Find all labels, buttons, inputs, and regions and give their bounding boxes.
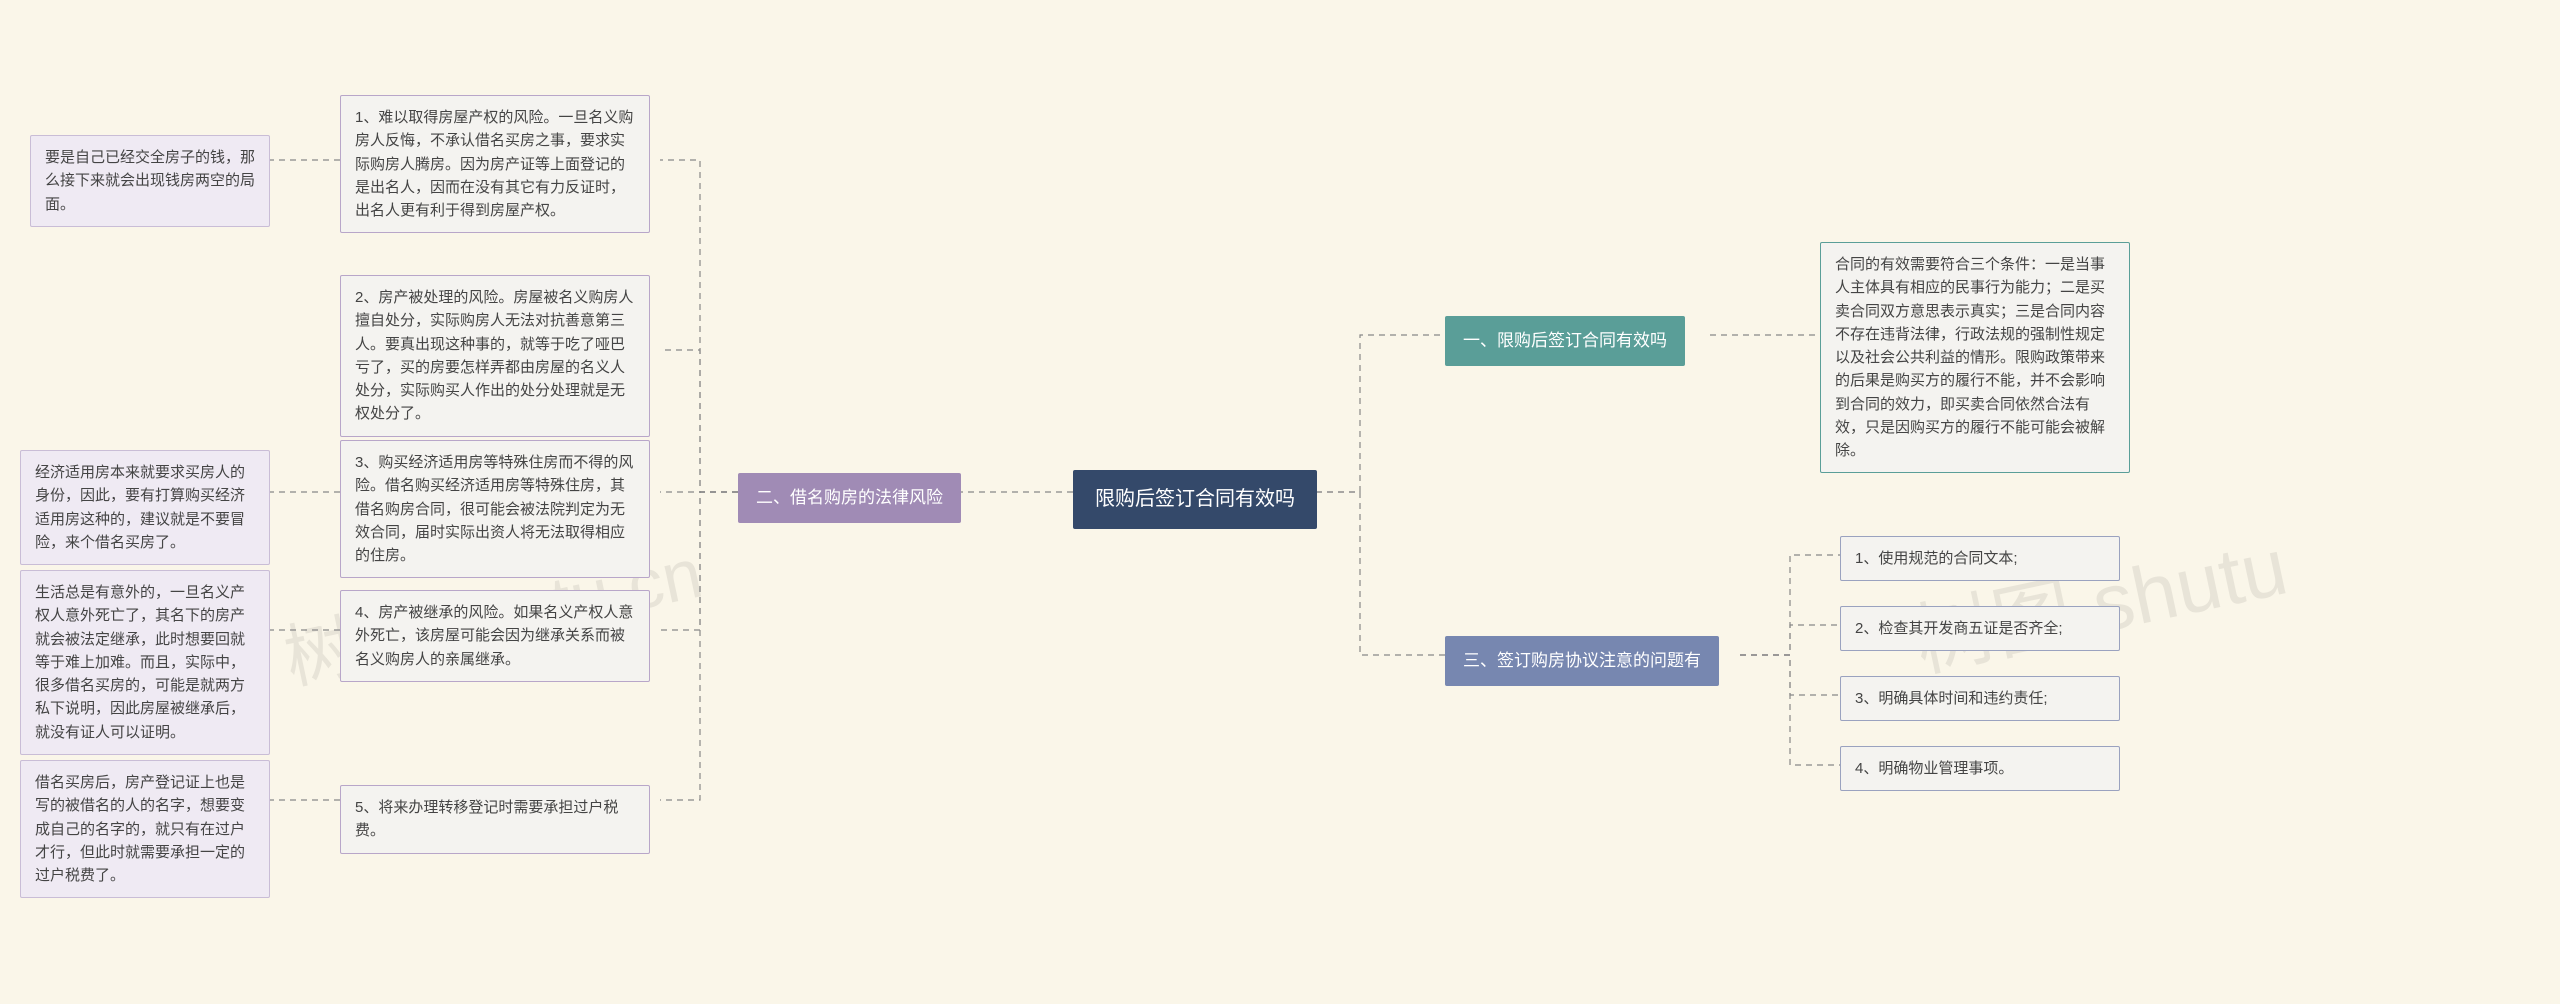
risk-4-sub: 生活总是有意外的，一旦名义产权人意外死亡了，其名下的房产就会被法定继承，此时想要… — [20, 570, 270, 755]
risk-5-sub: 借名买房后，房产登记证上也是写的被借名的人的名字，想要变成自己的名字的，就只有在… — [20, 760, 270, 898]
branch-3-item-1: 2、检查其开发商五证是否齐全; — [1840, 606, 2120, 651]
branch-3-item-3: 4、明确物业管理事项。 — [1840, 746, 2120, 791]
watermark-2: 树图 shutu — [1902, 502, 2296, 694]
branch-1-leaf: 合同的有效需要符合三个条件：一是当事人主体具有相应的民事行为能力；二是买卖合同双… — [1820, 242, 2130, 473]
root-node: 限购后签订合同有效吗 — [1073, 470, 1317, 529]
branch-3-item-2: 3、明确具体时间和违约责任; — [1840, 676, 2120, 721]
risk-2-main: 2、房产被处理的风险。房屋被名义购房人擅自处分，实际购房人无法对抗善意第三人。要… — [340, 275, 650, 437]
branch-3: 三、签订购房协议注意的问题有 — [1445, 636, 1719, 686]
branch-3-item-0: 1、使用规范的合同文本; — [1840, 536, 2120, 581]
risk-3-sub: 经济适用房本来就要求买房人的身份，因此，要有打算购买经济适用房这种的，建议就是不… — [20, 450, 270, 565]
risk-1-main: 1、难以取得房屋产权的风险。一旦名义购房人反悔，不承认借名买房之事，要求实际购房… — [340, 95, 650, 233]
risk-5-main: 5、将来办理转移登记时需要承担过户税费。 — [340, 785, 650, 854]
risk-1-sub: 要是自己已经交全房子的钱，那么接下来就会出现钱房两空的局面。 — [30, 135, 270, 227]
branch-1: 一、限购后签订合同有效吗 — [1445, 316, 1685, 366]
branch-2: 二、借名购房的法律风险 — [738, 473, 961, 523]
risk-4-main: 4、房产被继承的风险。如果名义产权人意外死亡，该房屋可能会因为继承关系而被名义购… — [340, 590, 650, 682]
risk-3-main: 3、购买经济适用房等特殊住房而不得的风险。借名购买经济适用房等特殊住房，其借名购… — [340, 440, 650, 578]
